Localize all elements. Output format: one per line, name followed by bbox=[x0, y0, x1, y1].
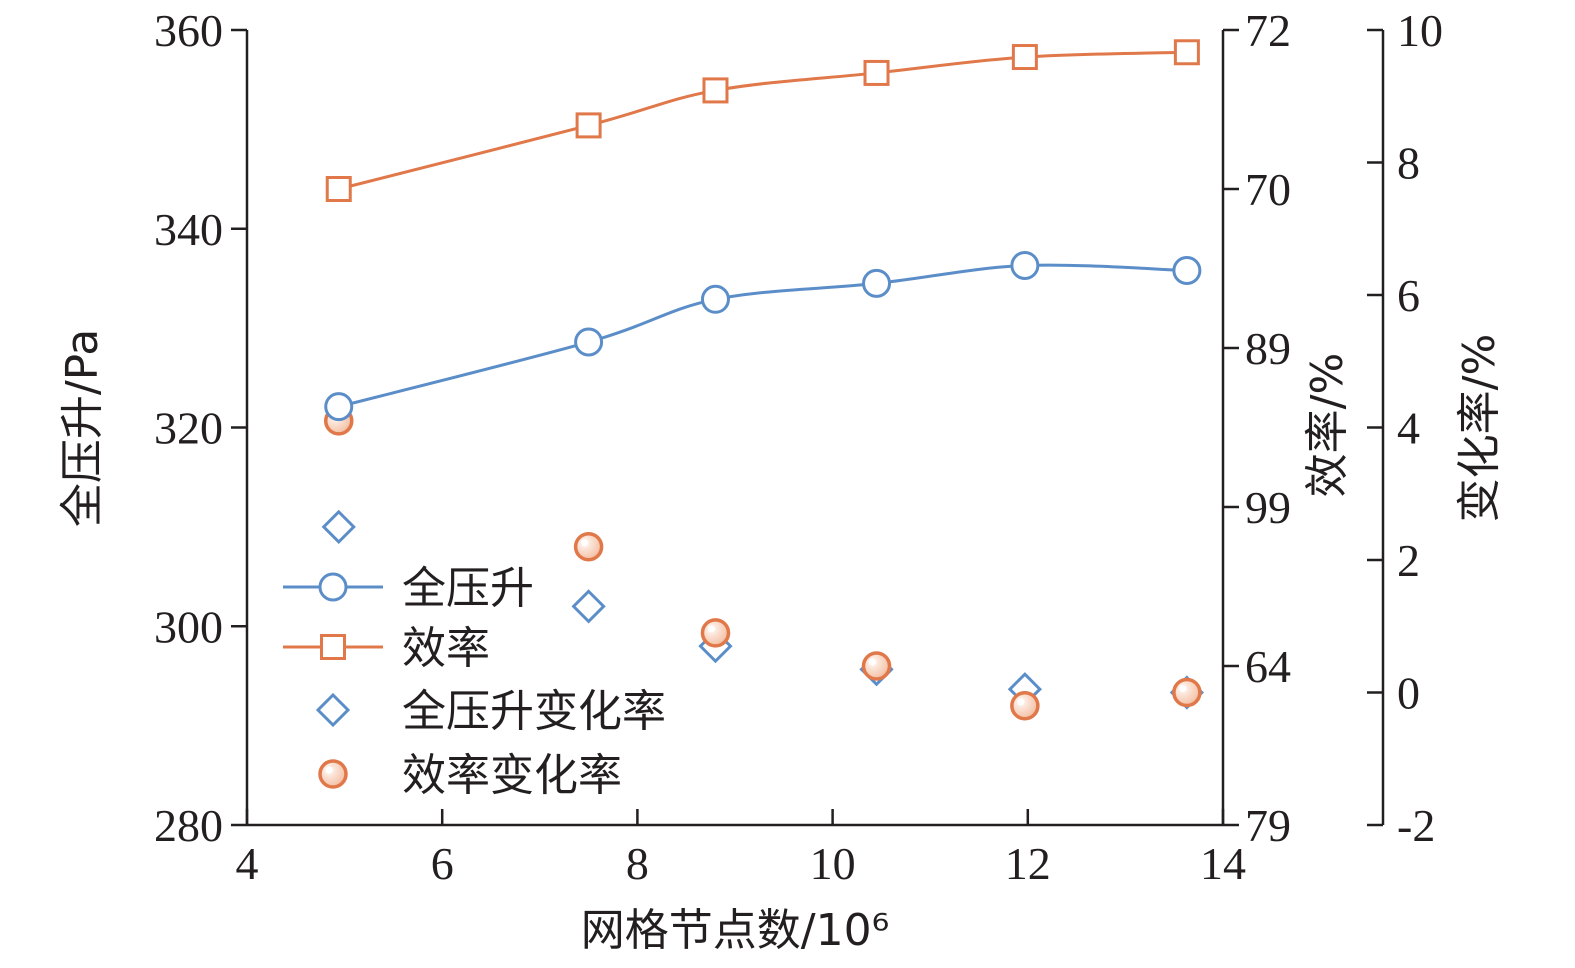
data-point-series-0 bbox=[862, 268, 892, 298]
legend-label: 效率变化率 bbox=[402, 750, 622, 801]
data-point-series-3-highlight bbox=[707, 625, 715, 633]
data-point-series-3 bbox=[700, 618, 731, 648]
series-line-0 bbox=[338, 263, 1187, 409]
y-left-tick-label: 360 bbox=[154, 5, 223, 56]
y-right-tick-label: 6 bbox=[1397, 270, 1420, 321]
data-point-series-3 bbox=[861, 651, 892, 681]
x-tick-label: 6 bbox=[431, 838, 454, 889]
data-point-series-3-body bbox=[1010, 691, 1040, 721]
data-point-series-3-highlight bbox=[581, 539, 589, 547]
data-point-series-1 bbox=[702, 77, 729, 104]
y-left-tick-label: 280 bbox=[154, 800, 223, 851]
y-mid-axis-title: 效率/% bbox=[1302, 353, 1353, 498]
data-point-series-1 bbox=[575, 112, 602, 139]
x-axis-title: 网格节点数/10⁶ bbox=[581, 905, 889, 956]
legend-item-0: 全压升 bbox=[283, 563, 534, 614]
y-mid-tick-label: 79 bbox=[1245, 800, 1291, 851]
y-left-tick-label: 300 bbox=[154, 601, 223, 652]
data-point-series-3 bbox=[573, 532, 604, 562]
y-left-tick-label: 340 bbox=[154, 204, 223, 255]
data-point-series-1 bbox=[325, 176, 352, 202]
data-point-series-3-body bbox=[1172, 677, 1202, 708]
legend-label: 全压升变化率 bbox=[402, 686, 666, 737]
x-tick-label: 8 bbox=[626, 838, 649, 889]
x-tick-label: 4 bbox=[236, 838, 259, 889]
data-point-series-1 bbox=[1173, 39, 1200, 66]
data-point-series-0 bbox=[700, 284, 730, 314]
axes: 4 6 8 10 12 14280300320340360796499897072-202… bbox=[57, 5, 1505, 956]
y-mid-tick-label: 72 bbox=[1245, 5, 1291, 56]
y-mid-tick-label: 70 bbox=[1245, 164, 1291, 215]
x-tick-label: 14 bbox=[1200, 838, 1246, 889]
data-point-series-3-highlight bbox=[1017, 698, 1025, 706]
series-markers bbox=[321, 39, 1205, 721]
y-right-tick-label: 10 bbox=[1397, 5, 1443, 56]
legend-label: 效率 bbox=[402, 623, 490, 674]
data-point-series-0 bbox=[1010, 251, 1040, 281]
data-point-series-3-highlight bbox=[1179, 685, 1187, 692]
data-point-series-3-body bbox=[700, 618, 731, 648]
data-point-series-2 bbox=[571, 589, 606, 624]
x-tick-label: 10 bbox=[810, 838, 856, 889]
legend-label: 全压升 bbox=[402, 563, 534, 614]
y-right-tick-label: -2 bbox=[1397, 800, 1435, 851]
y-right-tick-label: 2 bbox=[1397, 535, 1420, 586]
y-mid-tick-label: 64 bbox=[1245, 641, 1291, 692]
data-point-series-2 bbox=[321, 509, 356, 544]
legend-item-2: 全压升变化率 bbox=[315, 686, 666, 737]
data-point-series-3-highlight bbox=[869, 658, 877, 666]
y-right-tick-label: 4 bbox=[1397, 403, 1420, 454]
series-line-1 bbox=[338, 50, 1187, 191]
data-point-series-0 bbox=[1172, 255, 1202, 285]
y-mid-tick-label: 89 bbox=[1245, 323, 1291, 374]
series-lines bbox=[338, 50, 1187, 409]
y-left-tick-label: 320 bbox=[154, 403, 223, 454]
data-point-series-0 bbox=[324, 392, 354, 422]
data-point-series-1 bbox=[1011, 44, 1038, 71]
legend-swatch-marker-body bbox=[318, 759, 348, 789]
legend-item-3: 效率变化率 bbox=[318, 750, 622, 801]
data-point-series-3 bbox=[1010, 691, 1040, 721]
legend-swatch-marker bbox=[318, 759, 348, 789]
y-left-axis-title: 全压升/Pa bbox=[57, 329, 108, 527]
legend-item-1: 效率 bbox=[283, 623, 490, 674]
data-point-series-3-body bbox=[573, 532, 604, 562]
legend-swatch-marker bbox=[315, 692, 351, 728]
data-point-series-0 bbox=[574, 327, 604, 357]
data-point-series-1 bbox=[863, 59, 890, 86]
y-right-tick-label: 0 bbox=[1397, 668, 1420, 719]
legend-swatch-marker bbox=[318, 572, 348, 602]
y-right-tick-label: 8 bbox=[1397, 138, 1420, 189]
legend-swatch-marker-highlight bbox=[325, 766, 333, 774]
data-point-series-3 bbox=[1172, 677, 1202, 708]
legend-swatch-marker bbox=[320, 634, 346, 660]
y-right-axis-title: 变化率/% bbox=[1454, 334, 1505, 523]
data-point-series-3-body bbox=[861, 651, 892, 681]
y-mid-tick-label: 99 bbox=[1245, 482, 1291, 533]
x-tick-label: 12 bbox=[1005, 838, 1051, 889]
